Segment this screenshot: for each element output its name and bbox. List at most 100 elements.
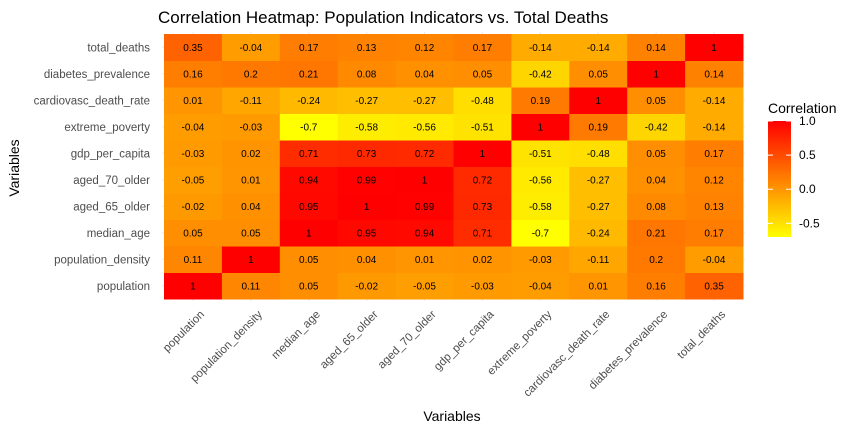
heatmap-cell (627, 219, 686, 247)
cell-value-label: 0.05 (183, 228, 203, 239)
heatmap-cell (569, 34, 628, 61)
heatmap-cell (221, 140, 281, 167)
heatmap-cell (279, 193, 339, 220)
heatmap-cell (569, 60, 628, 88)
heatmap-cell (164, 60, 223, 88)
cell-value-label: 0.11 (184, 255, 203, 266)
heatmap-cell (627, 246, 686, 273)
cell-value-label: 0.2 (244, 69, 258, 80)
cell-value-label: 1 (711, 43, 717, 54)
cell-value-label: -0.7 (300, 122, 318, 133)
cell-value-label: 0.17 (704, 149, 724, 160)
cell-value-label: -0.11 (587, 255, 609, 266)
heatmap-cell (453, 87, 512, 114)
heatmap-cell (221, 166, 281, 194)
heatmap-cell (337, 272, 397, 300)
y-tick-label: population (97, 281, 150, 293)
heatmap-cell (164, 166, 223, 194)
heatmap-cell (453, 272, 512, 300)
heatmap-cell (511, 272, 570, 300)
heatmap-cell (221, 219, 281, 247)
heatmap-cell (221, 272, 281, 300)
cell-value-label: 0.17 (473, 43, 493, 54)
cell-value-label: -0.03 (529, 255, 552, 266)
heatmap-cell (569, 140, 628, 167)
cell-value-label: 0.94 (299, 175, 319, 186)
heatmap-cell (569, 219, 628, 247)
cell-value-label: 1 (538, 122, 544, 133)
cell-value-label: 0.01 (183, 96, 203, 107)
cell-value-label: 0.08 (357, 69, 377, 80)
cell-value-label: 0.17 (704, 228, 724, 239)
cell-value-label: 0.14 (646, 43, 666, 54)
cell-value-label: 0.05 (299, 281, 319, 292)
cell-value-label: -0.24 (297, 96, 320, 107)
heatmap-cell (685, 60, 744, 88)
cell-value-label: -0.05 (182, 175, 205, 186)
heatmap-cell (221, 34, 281, 61)
y-tick-label: population_density (54, 254, 150, 266)
cell-value-label: 0.73 (357, 149, 377, 160)
cell-value-label: 0.11 (241, 281, 260, 292)
cell-value-label: 0.01 (241, 175, 261, 186)
y-tick-label: cardiovasc_death_rate (34, 95, 150, 107)
heatmap-cell (279, 87, 339, 114)
heatmap-cell (685, 246, 744, 273)
heatmap-cell (511, 87, 570, 114)
cell-value-label: 0.16 (646, 281, 666, 292)
heatmap-cell (395, 113, 454, 141)
heatmap-cell (164, 272, 223, 300)
heatmap-cell (685, 272, 744, 300)
cell-value-label: -0.14 (529, 43, 552, 54)
cell-value-label: 0.95 (357, 228, 377, 239)
heatmap-cell (685, 219, 744, 247)
legend-colorbar (768, 121, 791, 237)
cell-value-label: 0.71 (299, 149, 319, 160)
cell-value-label: 0.99 (415, 202, 435, 213)
cell-value-label: -0.27 (355, 96, 378, 107)
cell-value-label: -0.56 (529, 175, 552, 186)
y-tick-labels: population population_density median_age ag… (34, 42, 151, 293)
heatmap-cell (279, 140, 339, 167)
heatmap-cell (685, 113, 744, 141)
heatmap-cell (453, 140, 512, 167)
cell-value-label: -0.04 (529, 281, 552, 292)
heatmap-cell (569, 87, 628, 114)
y-tick-label: gdp_per_capita (71, 148, 151, 160)
cell-value-label: 0.04 (415, 69, 435, 80)
heatmap-cell (337, 87, 397, 114)
cell-value-label: -0.04 (703, 255, 726, 266)
y-tick-label: total_deaths (87, 42, 150, 54)
cell-value-label: -0.04 (182, 122, 205, 133)
heatmap-cell (569, 113, 628, 141)
heatmap-cell (164, 219, 223, 247)
cell-value-label: 0.02 (473, 255, 493, 266)
heatmap-cell (685, 87, 744, 114)
cell-value-label: 0.04 (241, 202, 261, 213)
heatmap-cell (627, 34, 686, 61)
cell-value-label: -0.51 (471, 122, 494, 133)
heatmap-cell (511, 246, 570, 273)
cell-value-label: 0.21 (299, 69, 319, 80)
cell-value-label: 0.21 (646, 228, 666, 239)
cell-value-label: 0.19 (531, 96, 551, 107)
cell-value-label: 0.2 (649, 255, 663, 266)
heatmap-cell (337, 140, 397, 167)
heatmap-cell (511, 166, 570, 194)
heatmap-cell (164, 113, 223, 141)
legend-tick-label: 1.0 (799, 114, 816, 128)
chart-title: Correlation Heatmap: Population Indicato… (158, 8, 608, 27)
cell-value-label: -0.42 (529, 69, 552, 80)
heatmap-cell (395, 272, 454, 300)
y-axis-title: Variables (6, 139, 22, 196)
heatmap-cell (395, 87, 454, 114)
cell-value-label: 1 (306, 228, 312, 239)
heatmap-cell (164, 87, 223, 114)
heatmap-cell (685, 193, 744, 220)
heatmap-cell (627, 140, 686, 167)
heatmap-cell (279, 272, 339, 300)
y-tick-label: extreme_poverty (64, 122, 150, 134)
heatmap-cell (511, 34, 570, 61)
cell-value-label: -0.42 (645, 122, 668, 133)
legend-tick-label: 0.5 (799, 148, 816, 162)
